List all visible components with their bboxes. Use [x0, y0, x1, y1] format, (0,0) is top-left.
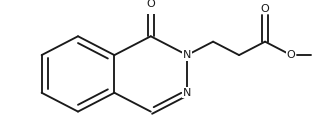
Text: O: O [261, 4, 269, 14]
Text: O: O [146, 0, 155, 9]
Text: N: N [183, 88, 191, 98]
Text: O: O [287, 50, 295, 60]
Text: N: N [183, 50, 191, 60]
